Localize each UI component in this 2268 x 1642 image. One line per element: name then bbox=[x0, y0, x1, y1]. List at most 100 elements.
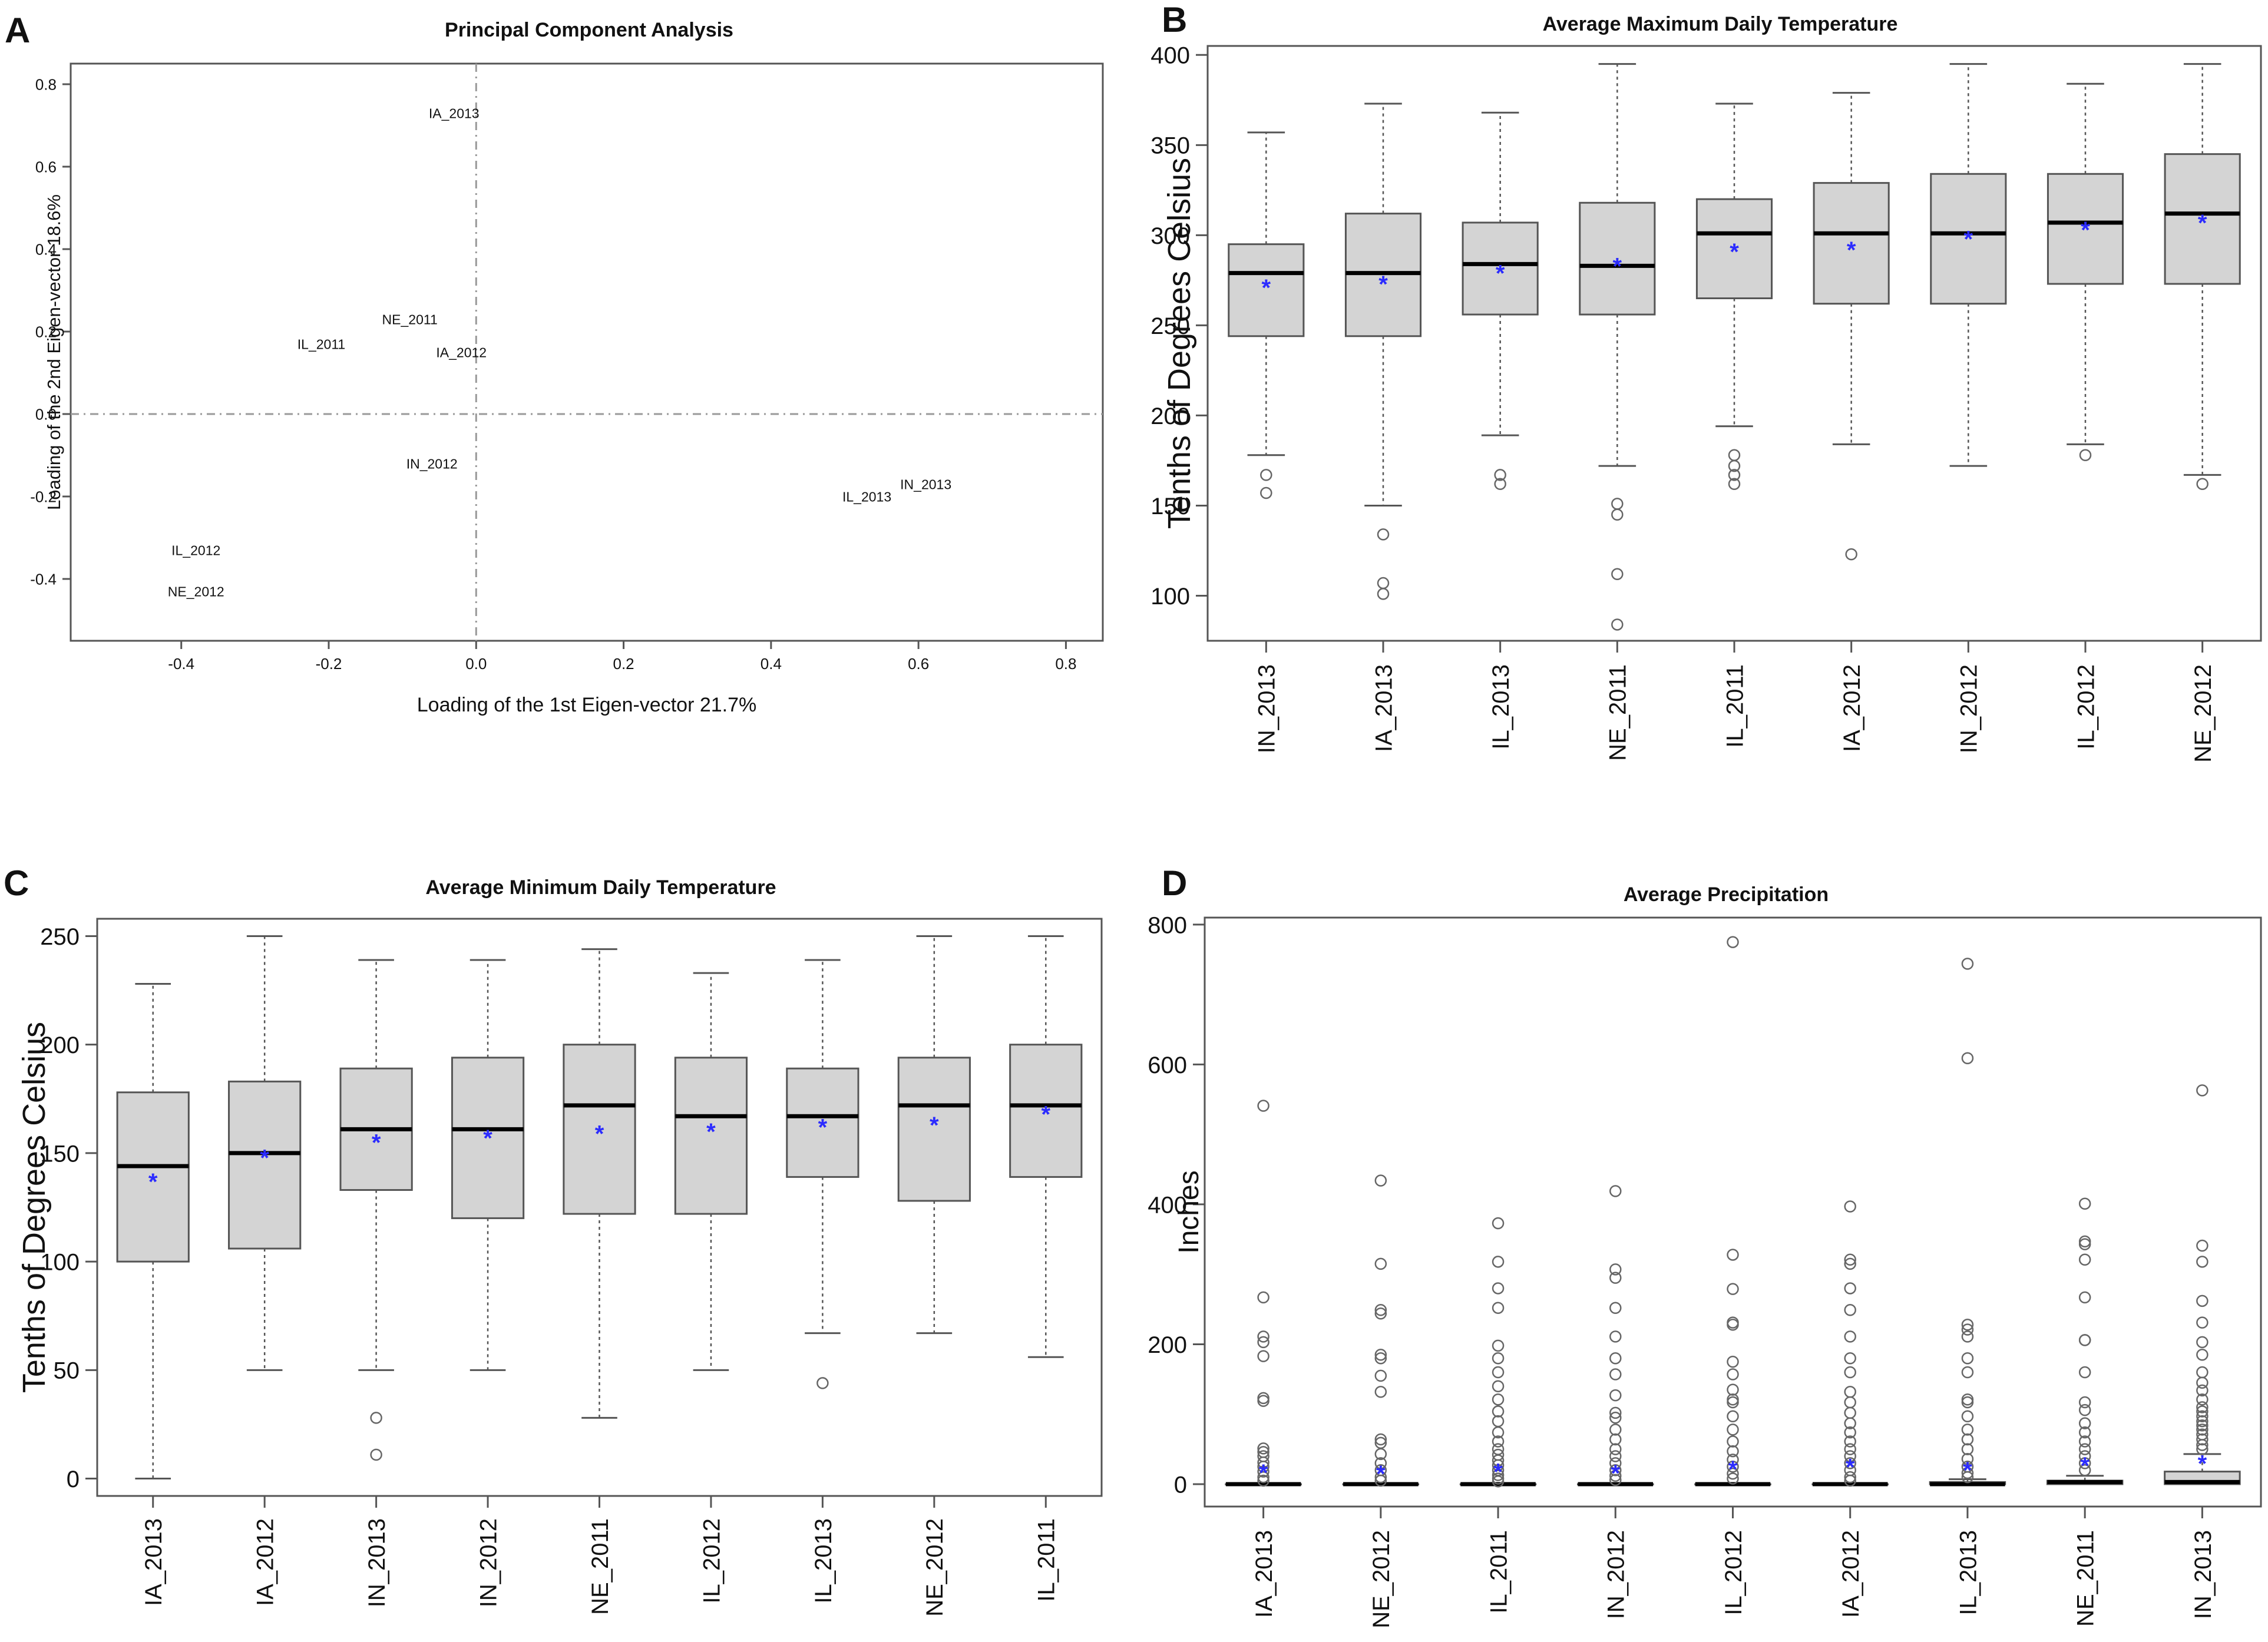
mean-marker: * bbox=[1262, 275, 1271, 301]
outlier-point bbox=[2196, 1316, 2209, 1329]
outlier-point bbox=[1611, 508, 1624, 521]
mean-marker: * bbox=[260, 1145, 269, 1171]
box-group-ne-2011: * bbox=[2046, 1197, 2124, 1485]
category-label: IA_2013 bbox=[1251, 1530, 1277, 1618]
outlier-point bbox=[1492, 1217, 1505, 1230]
outlier-point bbox=[1492, 1380, 1505, 1392]
box-group-ne-2012: * bbox=[897, 935, 971, 1335]
outlier-point bbox=[1257, 1442, 1269, 1455]
box-iqr bbox=[897, 1057, 971, 1202]
outlier-point bbox=[1492, 1426, 1505, 1439]
mean-marker: * bbox=[930, 1113, 939, 1138]
mean-marker: * bbox=[1496, 261, 1505, 287]
outlier-point bbox=[1727, 1472, 1739, 1485]
outlier-point bbox=[1374, 1471, 1387, 1484]
outlier-point bbox=[1844, 1257, 1856, 1270]
outlier-point bbox=[2196, 1336, 2209, 1349]
outlier-point bbox=[1609, 1263, 1622, 1276]
outlier-point bbox=[2078, 1403, 2091, 1416]
x-tick-label: 0.2 bbox=[613, 655, 634, 673]
outlier-point bbox=[1609, 1185, 1622, 1197]
y-tick-label: 0.2 bbox=[35, 323, 57, 340]
category-label: IA_2013 bbox=[141, 1518, 167, 1606]
outlier-point bbox=[1609, 1411, 1622, 1424]
outlier-point bbox=[1844, 1443, 1856, 1455]
category-label: IN_2012 bbox=[475, 1518, 501, 1607]
box-iqr bbox=[2164, 153, 2241, 285]
mean-marker: * bbox=[2081, 217, 2090, 243]
box-iqr bbox=[1228, 243, 1305, 337]
outlier-point bbox=[1492, 1366, 1505, 1379]
outlier-point bbox=[1374, 1474, 1387, 1487]
outlier-point bbox=[2196, 1415, 2209, 1428]
outlier-point bbox=[1374, 1304, 1387, 1316]
mean-marker: * bbox=[148, 1169, 158, 1195]
outlier-point bbox=[1257, 1395, 1269, 1407]
outlier-point bbox=[1728, 469, 1741, 481]
y-tick-label: 0.6 bbox=[35, 158, 57, 176]
outlier-point bbox=[1492, 1405, 1505, 1418]
outlier-point bbox=[1492, 1393, 1505, 1406]
panel-label: A bbox=[5, 11, 30, 50]
box-iqr bbox=[1813, 182, 1890, 305]
outlier-point bbox=[2196, 1423, 2209, 1436]
category-label: IA_2012 bbox=[1838, 1530, 1864, 1618]
outlier-point bbox=[1609, 1464, 1622, 1477]
panel-label: D bbox=[1162, 863, 1187, 903]
point-label-il-2011: IL_2011 bbox=[297, 336, 345, 352]
outlier-point bbox=[1257, 1465, 1269, 1478]
point-label-il-2013: IL_2013 bbox=[842, 489, 891, 504]
outlier-point bbox=[1374, 1433, 1387, 1446]
mean-marker: * bbox=[2198, 1451, 2207, 1477]
mean-marker: * bbox=[2198, 210, 2207, 236]
outlier-point bbox=[2078, 1443, 2091, 1455]
category-label: IL_2013 bbox=[1955, 1530, 1981, 1615]
mean-marker: * bbox=[1041, 1102, 1050, 1128]
outlier-point bbox=[1609, 1352, 1622, 1365]
point-label-in-2013: IN_2013 bbox=[900, 476, 951, 492]
category-label: IL_2012 bbox=[2073, 664, 2099, 750]
outlier-point bbox=[2196, 1443, 2209, 1455]
outlier-point bbox=[1727, 1249, 1739, 1261]
outlier-point bbox=[1609, 1474, 1622, 1487]
outlier-point bbox=[1727, 1410, 1739, 1423]
point-label-ia-2013: IA_2013 bbox=[429, 105, 480, 121]
outlier-point bbox=[1611, 568, 1624, 581]
category-label: IN_2013 bbox=[364, 1518, 390, 1607]
y-tick-label: 200 bbox=[1150, 403, 1190, 429]
outlier-point bbox=[1374, 1457, 1387, 1469]
x-tick-label: 0.4 bbox=[761, 655, 782, 673]
outlier-point bbox=[1492, 1454, 1505, 1466]
outlier-point bbox=[1374, 1352, 1387, 1365]
outlier-point bbox=[2196, 478, 2209, 490]
category-label: NE_2012 bbox=[1368, 1530, 1394, 1628]
box-iqr bbox=[1695, 198, 1773, 299]
outlier-point bbox=[1727, 1454, 1739, 1466]
box-group-il-2012: * bbox=[1694, 936, 1771, 1487]
mean-marker: * bbox=[1847, 237, 1856, 263]
outlier-point bbox=[1609, 1406, 1622, 1419]
box-group-il-2013: * bbox=[1929, 958, 2006, 1487]
category-label: IN_2012 bbox=[1956, 664, 1982, 753]
box-iqr bbox=[1930, 173, 2007, 305]
outlier-point bbox=[2196, 1419, 2209, 1432]
y-tick-label: 0.8 bbox=[35, 75, 57, 93]
outlier-point bbox=[1492, 1435, 1505, 1448]
y-axis-label: Tenths of Degrees Celsius bbox=[16, 1022, 52, 1393]
category-label: IL_2012 bbox=[1721, 1530, 1747, 1615]
outlier-point bbox=[2196, 1376, 2209, 1389]
outlier-point bbox=[1609, 1457, 1622, 1469]
outlier-point bbox=[1844, 1417, 1856, 1429]
category-label: IL_2011 bbox=[1034, 1518, 1060, 1602]
outlier-point bbox=[1961, 1433, 1974, 1446]
outlier-point bbox=[2078, 1450, 2091, 1462]
chart-title: Average Minimum Daily Temperature bbox=[425, 876, 776, 899]
outlier-point bbox=[1961, 1466, 1974, 1479]
outlier-point bbox=[2196, 1239, 2209, 1252]
outlier-point bbox=[2078, 1334, 2091, 1346]
box-iqr bbox=[1462, 221, 1539, 316]
outlier-point bbox=[1609, 1469, 1622, 1482]
y-axis-label: Inches bbox=[1173, 1170, 1205, 1253]
